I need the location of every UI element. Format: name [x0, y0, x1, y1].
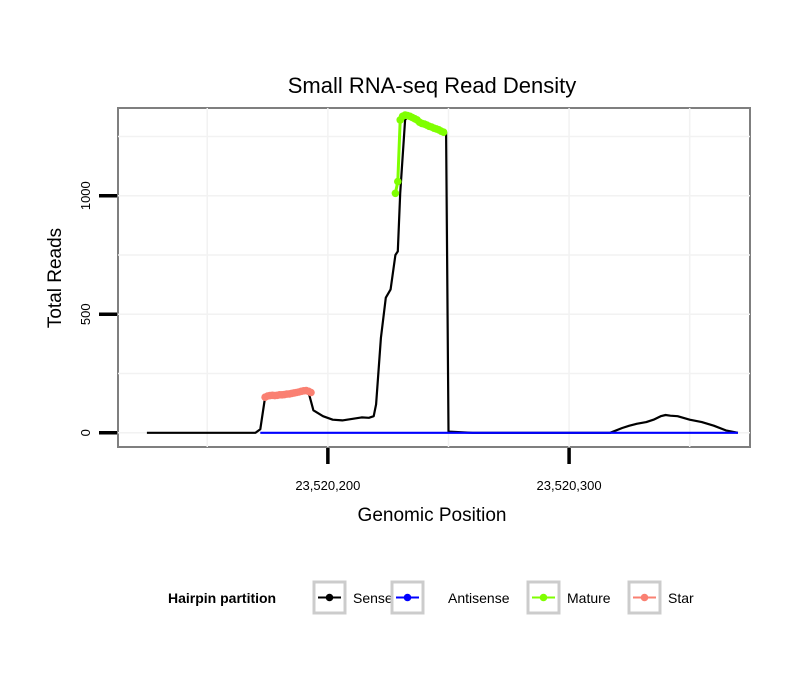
data-point-mature [439, 128, 448, 136]
series-points [261, 111, 448, 402]
y-tick-label: 500 [78, 303, 93, 325]
chart-title: Small RNA-seq Read Density [288, 73, 577, 98]
x-tick-label: 23,520,300 [537, 478, 602, 493]
legend-item-mature: Mature [526, 580, 611, 615]
y-tick-label: 0 [78, 429, 93, 436]
legend-key-point [325, 593, 334, 602]
legend-label: Star [668, 590, 694, 606]
legend-label: Mature [567, 590, 611, 606]
plot-panel [117, 107, 751, 448]
axes: 23,520,200 23,520,300 0 500 1000 [78, 181, 602, 493]
legend-item-star: Star [627, 580, 694, 615]
legend-label: Sense [353, 590, 393, 606]
legend: Hairpin partition Sense Antisense Mature St… [168, 580, 694, 615]
legend-title: Hairpin partition [168, 590, 276, 606]
x-axis-label: Genomic Position [358, 505, 507, 526]
legend-key-point [539, 593, 548, 602]
legend-key-point [403, 593, 412, 602]
y-tick-label: 1000 [78, 181, 93, 210]
data-point-star [307, 388, 315, 397]
x-tick-label: 23,520,200 [295, 478, 360, 493]
data-point-mature [394, 177, 402, 186]
y-axis-label: Total Reads [45, 228, 66, 328]
data-point-mature [391, 189, 400, 198]
legend-key-point [640, 593, 649, 602]
legend-label: Antisense [448, 590, 510, 606]
legend-item-sense: Sense [312, 580, 393, 615]
legend-item-antisense: Antisense [390, 580, 510, 615]
